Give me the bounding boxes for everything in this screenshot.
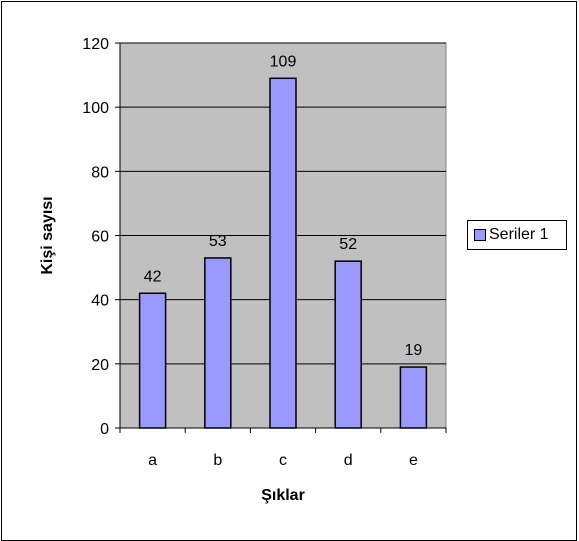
bar-e <box>399 366 428 429</box>
x-tick-label-a: a <box>148 452 157 469</box>
y-axis-title: Kişi sayısı <box>39 196 56 274</box>
legend-swatch <box>474 229 486 241</box>
x-tick-label-b: b <box>213 452 222 469</box>
y-tick-label: 20 <box>91 357 109 374</box>
y-tick-label: 80 <box>91 164 109 181</box>
data-labels: 42 53 109 52 19 <box>144 53 423 359</box>
y-tick-label: 120 <box>82 36 109 53</box>
y-tick-label: 100 <box>82 100 109 117</box>
legend-label: Seriler 1 <box>489 226 549 243</box>
data-label-b: 53 <box>209 233 227 250</box>
legend: Seriler 1 <box>467 220 567 250</box>
bar-d <box>334 260 362 429</box>
bar-b <box>204 257 232 429</box>
data-label-d: 52 <box>339 236 357 253</box>
bar-a <box>138 292 167 429</box>
y-tick-label: 0 <box>100 421 109 438</box>
data-label-e: 19 <box>405 342 423 359</box>
x-tick-labels: a b c d e <box>148 452 418 469</box>
bar-c <box>269 77 297 429</box>
x-tick-label-c: c <box>279 452 287 469</box>
y-tick-label: 60 <box>91 229 109 246</box>
x-tick-label-e: e <box>409 452 418 469</box>
y-tick-labels: 0 20 40 60 80 100 120 <box>82 36 109 438</box>
data-label-a: 42 <box>144 268 162 285</box>
y-tick-label: 40 <box>91 293 109 310</box>
bars <box>138 77 428 429</box>
x-tick-label-d: d <box>344 452 353 469</box>
axes <box>115 42 447 433</box>
x-axis-title: Şıklar <box>261 487 305 504</box>
data-label-c: 109 <box>270 53 297 70</box>
